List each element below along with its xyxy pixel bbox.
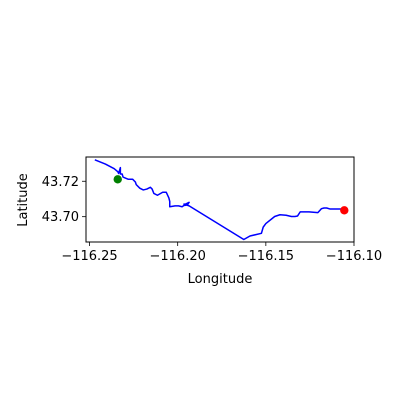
x-tick-label: −116.15 [238,249,294,264]
x-axis-label: Longitude [188,272,253,287]
route-line [94,159,345,241]
x-tick-label: −116.10 [326,249,382,264]
x-tick-label: −116.20 [149,249,205,264]
plot-area [94,159,349,241]
y-tick-label: 43.70 [42,210,79,225]
y-ticks: 43.72 43.70 [42,175,86,225]
x-tick-label: −116.25 [61,249,117,264]
y-axis-label: Latitude [16,173,31,227]
start-point-marker [113,175,122,184]
end-point-marker [340,206,349,215]
axes-frame [85,156,355,243]
y-tick-label: 43.72 [42,175,79,190]
x-ticks: −116.25 −116.20 −116.15 −116.10 [61,242,382,264]
